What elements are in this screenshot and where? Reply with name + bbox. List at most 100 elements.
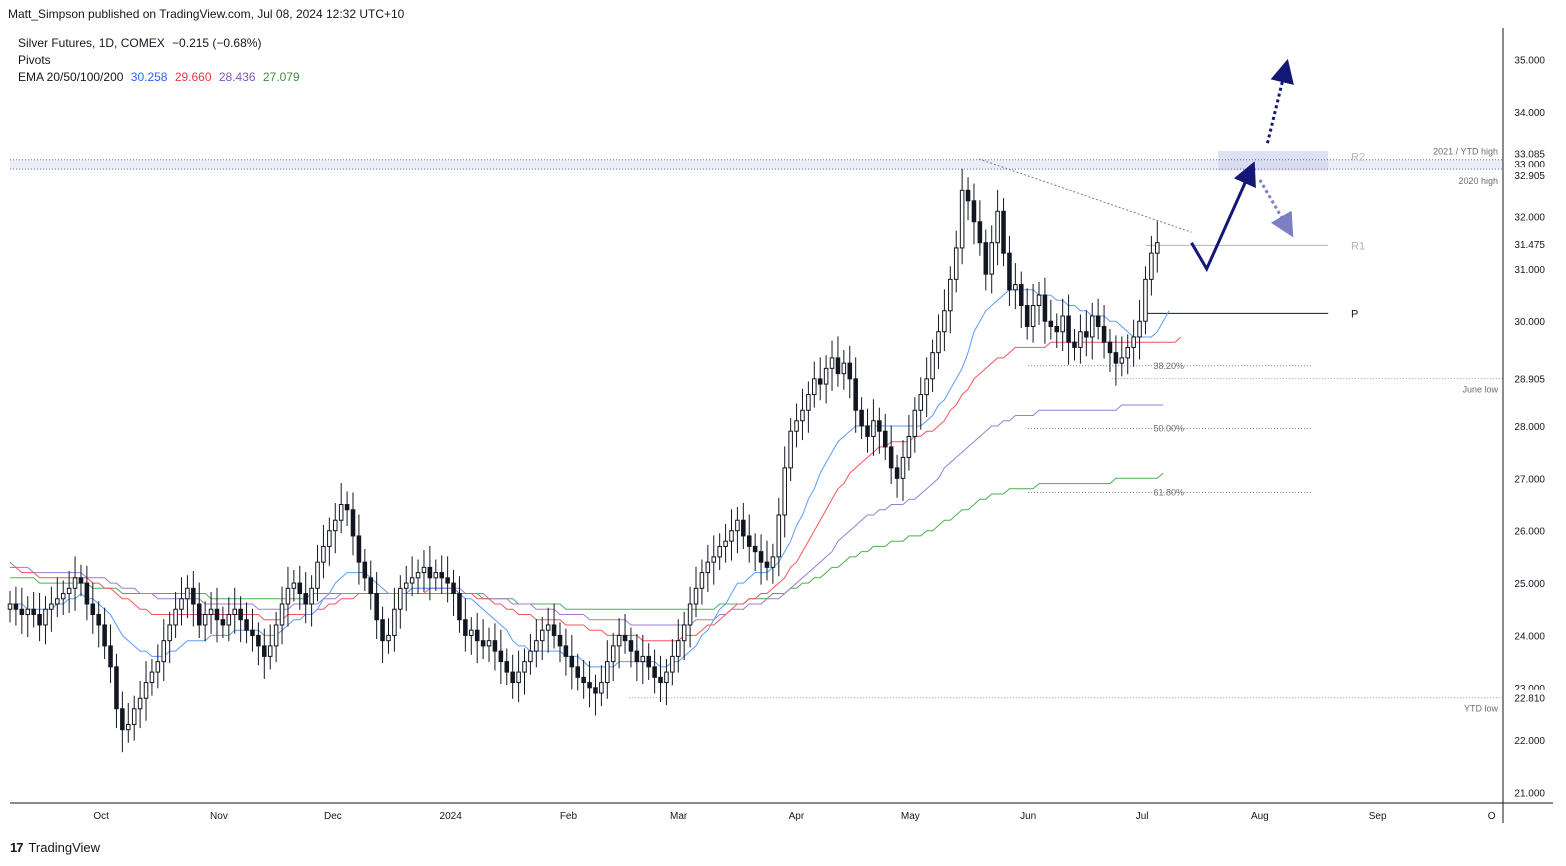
candle [711,535,717,585]
projection-arrow-rejection [1258,179,1294,238]
candle-body [545,624,551,631]
candle [43,596,48,645]
legend-ema100: 28.436 [218,70,256,84]
candle [60,580,66,616]
candle [486,627,492,663]
candle [953,230,959,293]
price-label: 33.085 [1514,150,1545,161]
candle-body [1066,315,1071,343]
candle [191,571,196,627]
candle-body [528,650,533,663]
candle-body [392,608,397,636]
candle-body [84,582,90,605]
candle [356,514,362,585]
candle [427,545,433,601]
level-lines-layer: 2021 / YTD high 2020 high June low YTD low 3… [10,147,1503,714]
candle-body [1101,325,1107,343]
x-tick-label: 2024 [440,811,463,822]
key-level-label: 2020 high [1458,176,1498,186]
candle [469,617,474,655]
candle-body [752,545,758,553]
candle [344,491,350,526]
candle [681,611,687,661]
candle [1060,298,1065,352]
candle [646,643,651,680]
candle-body [208,608,214,615]
candle [918,377,924,430]
candle-body [847,362,853,380]
candle [575,653,581,691]
candle-body [516,671,521,684]
candle-body [1131,336,1136,348]
candle [735,507,740,554]
candle [764,540,770,581]
candle [664,658,669,706]
candle [1048,299,1054,340]
y-tick-label: 27.000 [1514,474,1545,485]
candle-body [409,577,415,584]
axis-layer: 35.00034.00033.00032.00031.00030.00029.0… [10,28,1553,823]
candle-body [687,603,693,626]
candle-body [882,430,888,448]
candle-body [7,603,13,610]
candle [829,340,835,391]
candle-body [120,708,125,731]
candle [332,502,338,554]
candle-body [492,640,498,652]
candle [616,618,622,669]
candle [569,634,575,690]
candle-body [959,189,965,249]
candle [1066,294,1071,365]
candle-body [634,650,640,663]
candle-body [534,640,539,652]
candle [563,628,569,676]
candle-body [1089,315,1095,338]
candle-body [782,467,787,516]
candle [1018,271,1024,329]
candle-body [735,519,740,532]
candle-body [398,587,403,610]
candle-body [415,572,421,579]
candle-body [55,598,60,605]
candle-body [953,247,959,280]
candle-body [942,310,947,333]
candle [297,565,303,610]
candle [823,355,829,404]
candle [72,556,78,611]
candle-body [1095,315,1101,327]
candle [303,572,308,624]
candle-body [557,634,563,647]
candle [273,611,279,663]
candle [161,619,167,681]
footer-brand[interactable]: 17 TradingView [10,840,100,855]
candle-body [622,634,628,642]
candle-body [303,593,308,605]
candle-body [250,629,255,636]
candle-body [380,619,385,642]
candle-body [758,551,764,563]
candle [445,556,450,603]
pivot-r1-label: R1 [1351,240,1365,252]
candle-body [350,509,356,537]
x-tick-label: Feb [560,811,578,822]
candle [1137,299,1142,360]
candle-body [1001,210,1006,254]
candle [782,446,787,538]
candle-body [628,640,634,652]
candle [1119,336,1125,377]
candle-body [1155,242,1160,254]
legend-title: Silver Futures, 1D, COMEX [18,36,165,50]
candle [794,403,799,448]
descending-trendline [978,158,1192,233]
r2-zone-box [1218,151,1329,171]
candle-body [983,242,989,275]
candle-body [167,624,172,642]
candle [368,560,374,610]
fib-level-label: 50.00% [1153,424,1184,434]
candle-body [161,640,167,663]
candle [699,559,705,605]
candle [433,559,439,591]
y-tick-label: 22.000 [1514,736,1545,747]
candle [504,648,510,686]
